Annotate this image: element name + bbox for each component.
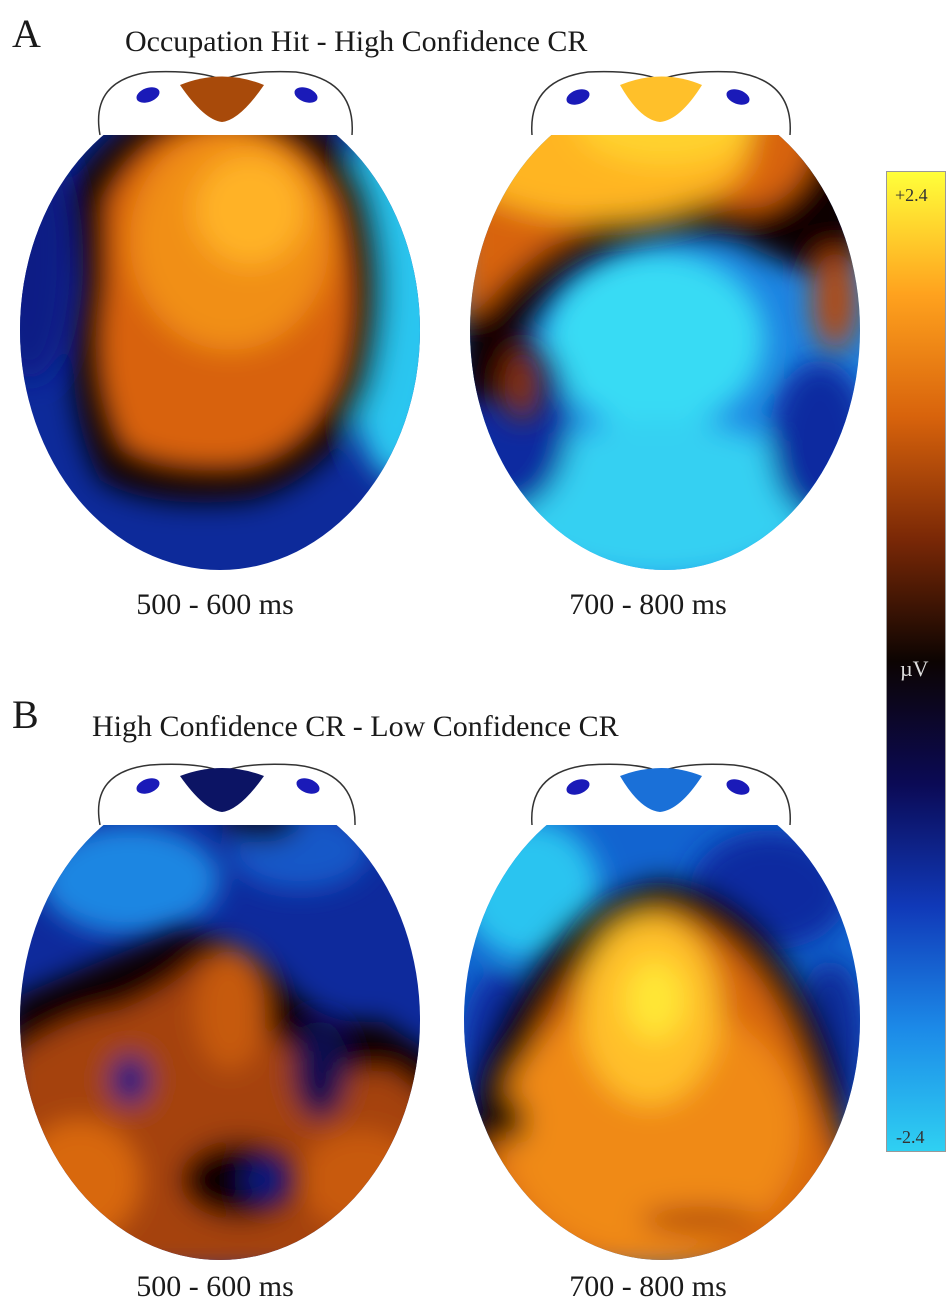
head-outline-b-1 [97,763,356,826]
map-b2-time-label: 700 - 800 ms [569,1270,727,1303]
panel-b-title: High Confidence CR - Low Confidence CR [92,710,619,743]
map-b1-time-label: 500 - 600 ms [136,1270,294,1303]
color-scale-min-label: -2.4 [896,1127,925,1147]
panel-b-letter: B [12,692,39,737]
map-a1-time-label: 500 - 600 ms [136,588,294,621]
color-scale-bar [886,171,946,1152]
panel-a-letter: A [12,11,41,56]
panel-a-title: Occupation Hit - High Confidence CR [125,25,588,58]
head-outline-b-2 [531,763,791,826]
scalp-map-b-500-600 [20,780,420,1260]
head-outline-a-1 [97,70,353,136]
color-scale-unit-label: µV [900,656,929,681]
color-scale-max-label: +2.4 [895,185,928,205]
scalp-map-a-500-600 [20,90,420,570]
head-outline-a-2 [531,70,791,136]
map-a2-time-label: 700 - 800 ms [569,588,727,621]
scalp-map-b-700-800 [464,780,860,1260]
